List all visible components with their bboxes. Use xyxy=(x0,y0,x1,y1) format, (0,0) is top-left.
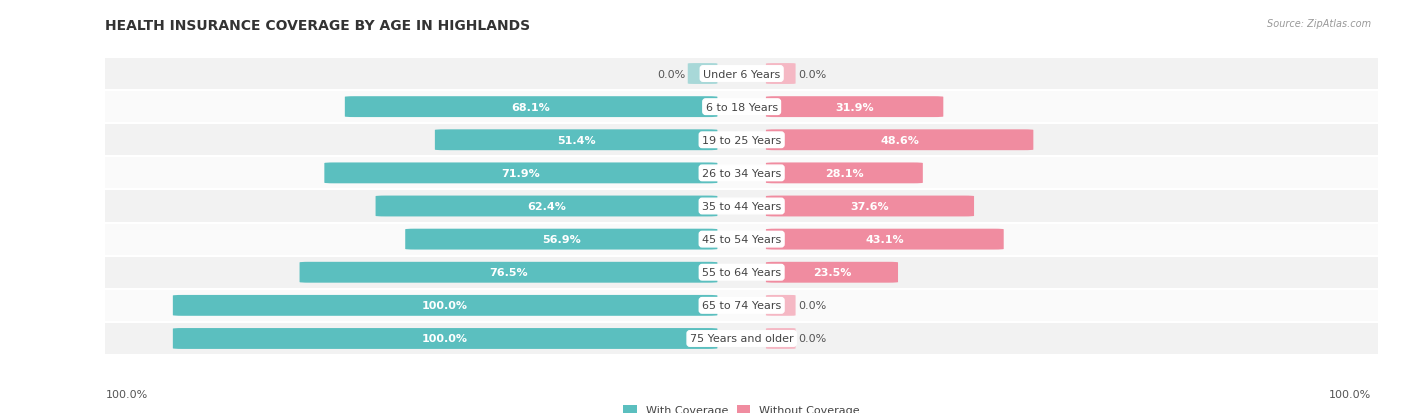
Text: 75 Years and older: 75 Years and older xyxy=(690,334,793,344)
FancyBboxPatch shape xyxy=(173,295,717,316)
Text: 48.6%: 48.6% xyxy=(880,135,920,145)
FancyBboxPatch shape xyxy=(325,163,717,184)
Text: 45 to 54 Years: 45 to 54 Years xyxy=(702,235,782,244)
Text: 100.0%: 100.0% xyxy=(105,389,148,399)
Text: 56.9%: 56.9% xyxy=(541,235,581,244)
Bar xyxy=(105,190,1378,223)
Text: 31.9%: 31.9% xyxy=(835,102,875,112)
FancyBboxPatch shape xyxy=(766,163,922,184)
Text: 23.5%: 23.5% xyxy=(813,268,851,278)
Text: 65 to 74 Years: 65 to 74 Years xyxy=(702,301,782,311)
FancyBboxPatch shape xyxy=(766,130,1033,151)
FancyBboxPatch shape xyxy=(766,196,974,217)
Text: 100.0%: 100.0% xyxy=(422,334,468,344)
Text: 19 to 25 Years: 19 to 25 Years xyxy=(702,135,782,145)
Text: HEALTH INSURANCE COVERAGE BY AGE IN HIGHLANDS: HEALTH INSURANCE COVERAGE BY AGE IN HIGH… xyxy=(105,19,530,33)
Bar xyxy=(105,157,1378,190)
FancyBboxPatch shape xyxy=(766,64,796,85)
FancyBboxPatch shape xyxy=(766,262,898,283)
Bar xyxy=(105,289,1378,322)
Text: 76.5%: 76.5% xyxy=(489,268,527,278)
Text: 71.9%: 71.9% xyxy=(502,169,540,178)
Text: 100.0%: 100.0% xyxy=(422,301,468,311)
Bar xyxy=(105,124,1378,157)
FancyBboxPatch shape xyxy=(688,64,717,85)
Text: 37.6%: 37.6% xyxy=(851,202,890,211)
Text: 51.4%: 51.4% xyxy=(557,135,596,145)
Text: 6 to 18 Years: 6 to 18 Years xyxy=(706,102,778,112)
Text: 0.0%: 0.0% xyxy=(799,301,827,311)
FancyBboxPatch shape xyxy=(375,196,717,217)
Bar xyxy=(105,223,1378,256)
Text: 43.1%: 43.1% xyxy=(866,235,904,244)
Bar xyxy=(105,256,1378,289)
Text: 62.4%: 62.4% xyxy=(527,202,567,211)
Text: 100.0%: 100.0% xyxy=(1329,389,1371,399)
Bar xyxy=(105,58,1378,91)
Text: Under 6 Years: Under 6 Years xyxy=(703,69,780,79)
FancyBboxPatch shape xyxy=(173,328,717,349)
Text: Source: ZipAtlas.com: Source: ZipAtlas.com xyxy=(1267,19,1371,28)
Text: 35 to 44 Years: 35 to 44 Years xyxy=(702,202,782,211)
Text: 0.0%: 0.0% xyxy=(799,69,827,79)
FancyBboxPatch shape xyxy=(299,262,717,283)
Text: 0.0%: 0.0% xyxy=(657,69,685,79)
FancyBboxPatch shape xyxy=(405,229,717,250)
Bar xyxy=(105,322,1378,355)
FancyBboxPatch shape xyxy=(766,229,1004,250)
Text: 55 to 64 Years: 55 to 64 Years xyxy=(702,268,782,278)
Text: 26 to 34 Years: 26 to 34 Years xyxy=(702,169,782,178)
FancyBboxPatch shape xyxy=(766,295,796,316)
FancyBboxPatch shape xyxy=(434,130,717,151)
Text: 68.1%: 68.1% xyxy=(512,102,551,112)
FancyBboxPatch shape xyxy=(766,97,943,118)
FancyBboxPatch shape xyxy=(344,97,717,118)
FancyBboxPatch shape xyxy=(766,328,796,349)
Bar xyxy=(105,91,1378,124)
Legend: With Coverage, Without Coverage: With Coverage, Without Coverage xyxy=(623,405,860,413)
Text: 0.0%: 0.0% xyxy=(799,334,827,344)
Text: 28.1%: 28.1% xyxy=(825,169,863,178)
